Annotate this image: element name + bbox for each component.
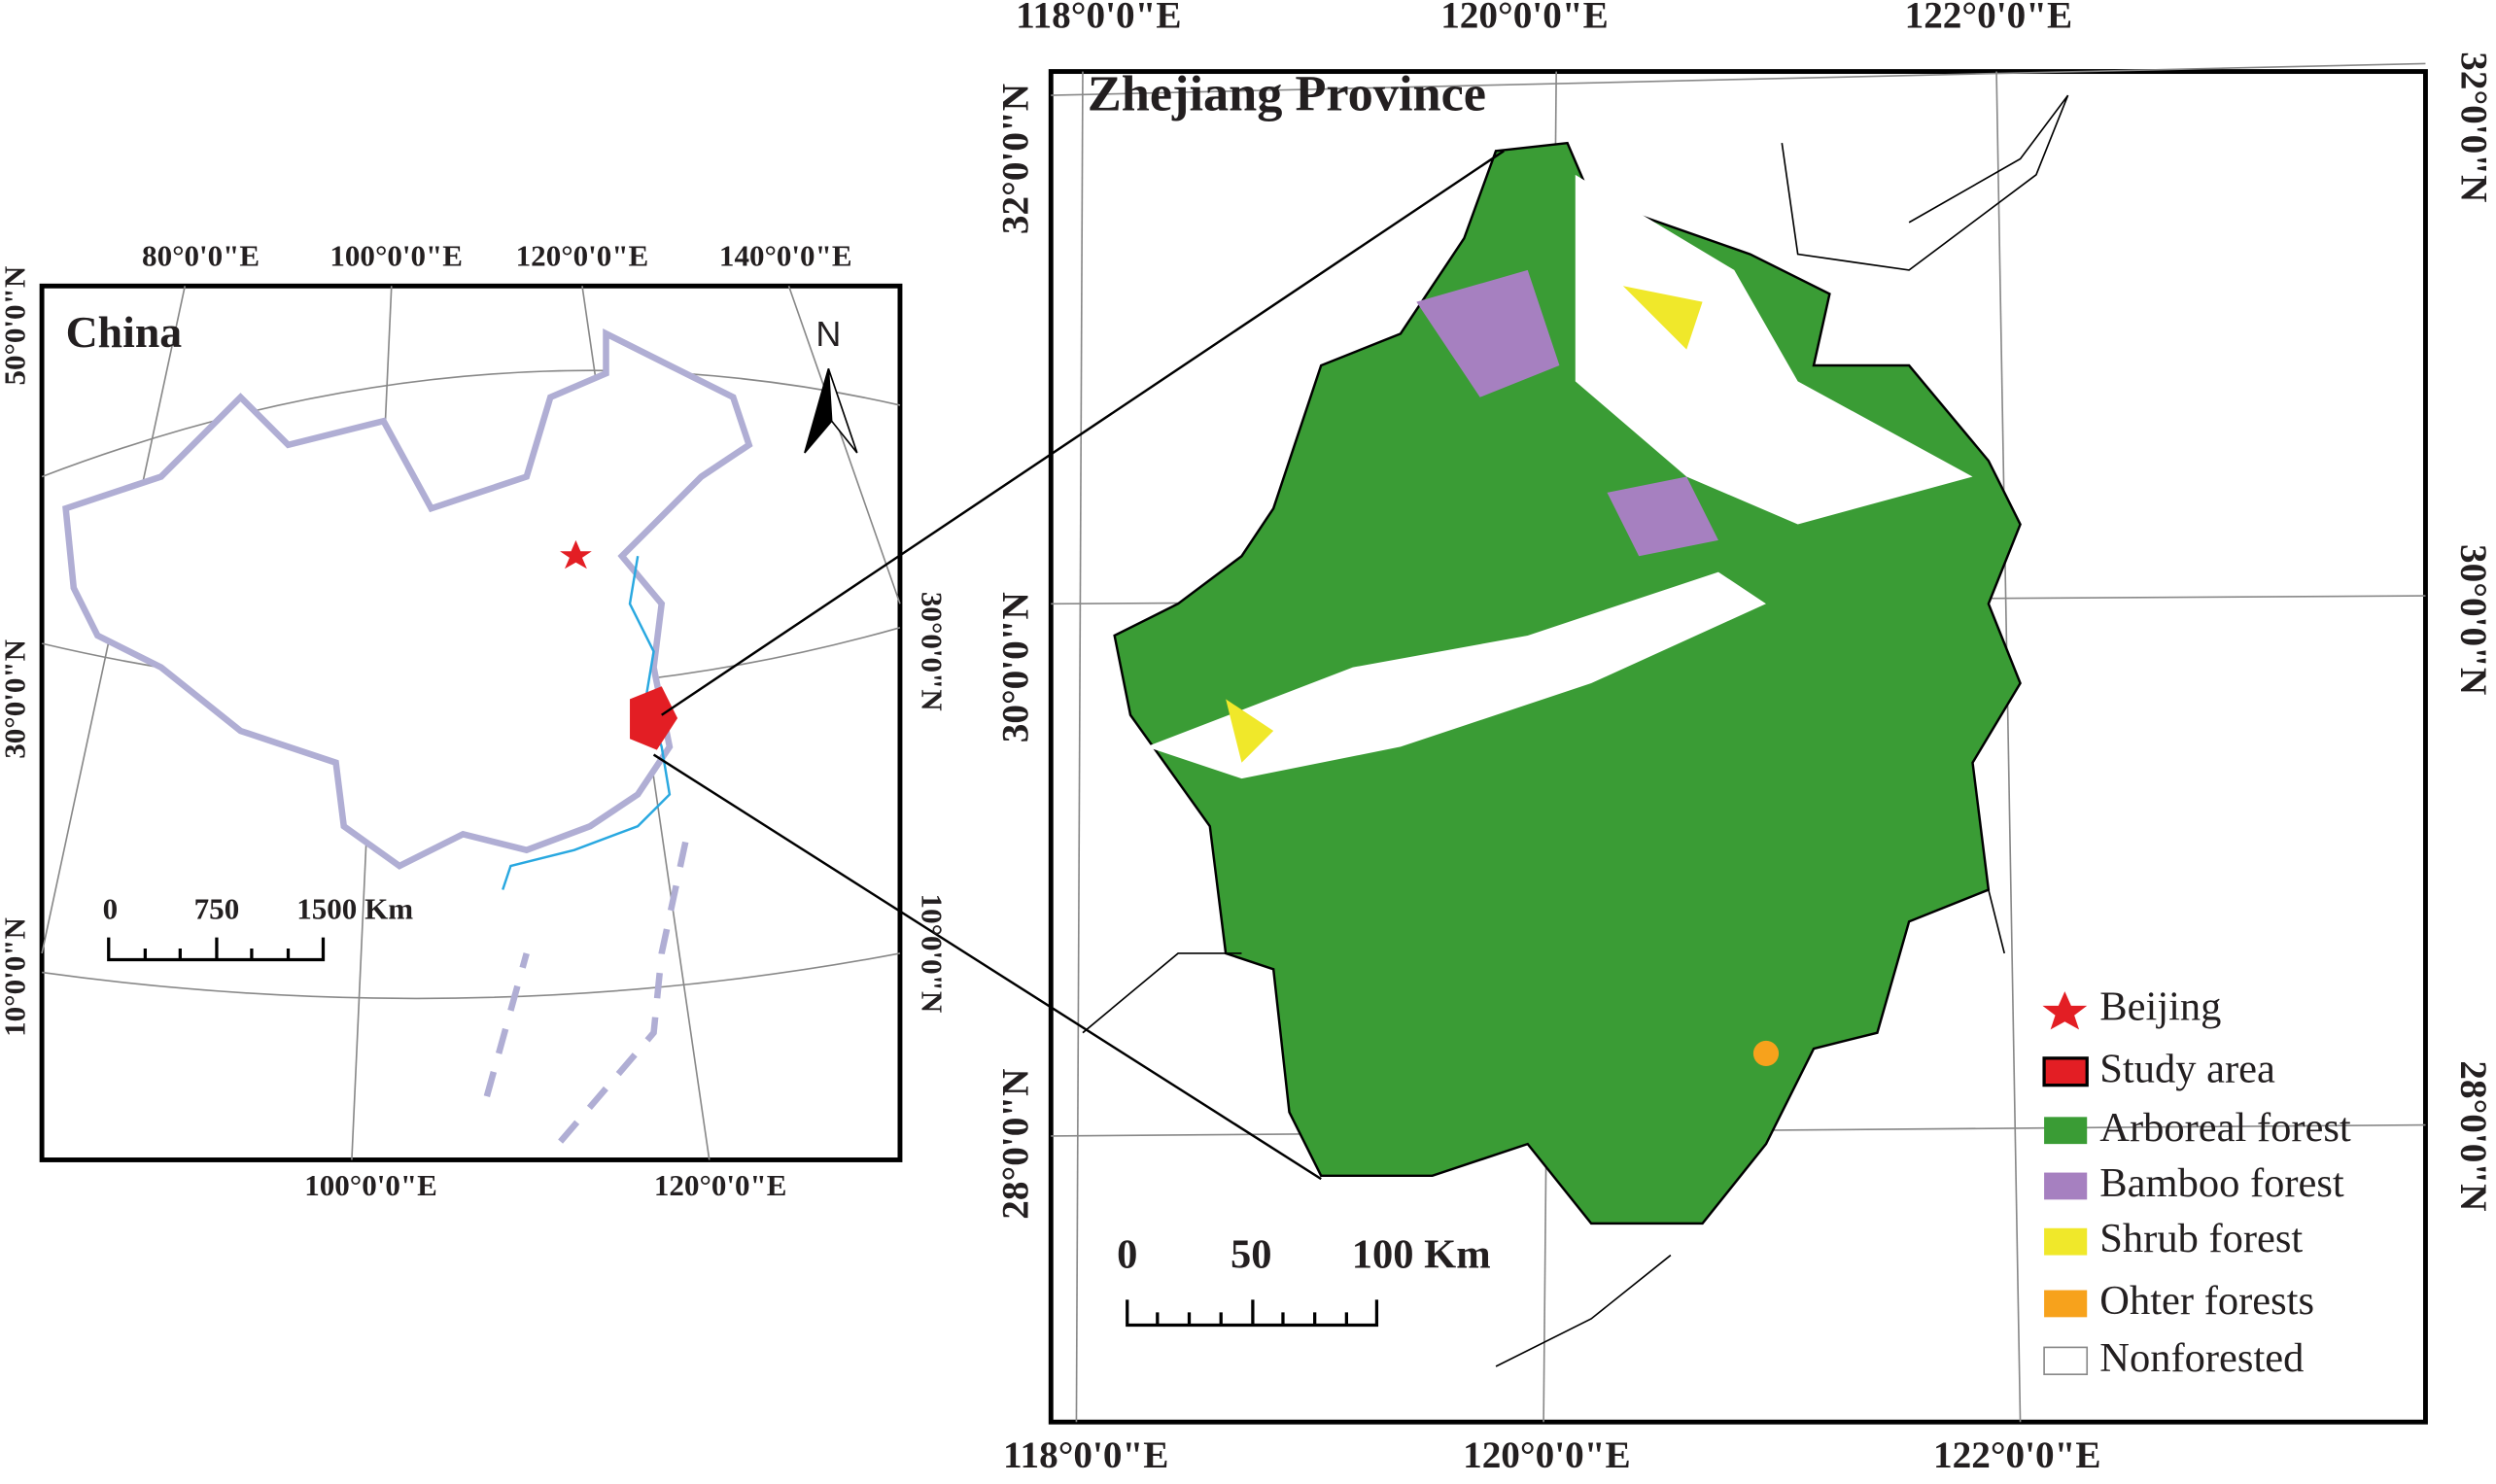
zoom-line xyxy=(661,150,1505,716)
legend-swatches xyxy=(2042,991,2089,1376)
longitude-label: 122°0'0"E xyxy=(1905,0,2073,37)
legend-label: Shrub forest xyxy=(2099,1216,2303,1261)
beijing-star xyxy=(560,539,592,569)
scale-label: 0 xyxy=(103,892,119,926)
scale-label: 1500 Km xyxy=(296,892,413,926)
north-arrow-half xyxy=(827,368,858,454)
inset-scale-bar xyxy=(107,937,326,962)
legend-label: Arboreal forest xyxy=(2099,1105,2351,1151)
boundaries xyxy=(1082,94,2069,1367)
legend-label: Ohter forests xyxy=(2099,1278,2314,1324)
latitude-label: 30°0'0"N xyxy=(2452,544,2494,695)
longitude-label: 140°0'0"E xyxy=(719,239,852,273)
legend-label: Bamboo forest xyxy=(2099,1160,2344,1206)
latitude-label: 30°0'0"N xyxy=(0,638,32,758)
latitude-label: 50°0'0"N xyxy=(0,265,32,385)
zoom-line xyxy=(652,753,1322,1181)
main-scale-bar xyxy=(1126,1299,1379,1328)
latitude-label: 10°0'0"N xyxy=(915,894,949,1014)
latitude-label: 32°0'0"N xyxy=(2452,52,2494,202)
maritime-boundary xyxy=(483,841,689,1147)
scale-label: 0 xyxy=(1117,1232,1137,1278)
longitude-label: 120°0'0"E xyxy=(654,1168,787,1202)
latitude-label: 32°0'0"N xyxy=(995,84,1037,234)
study-area-marker xyxy=(630,686,678,750)
land-cover-patches xyxy=(1146,174,1973,1067)
main-title: Zhejiang Province xyxy=(1088,65,1486,121)
coastline xyxy=(502,556,672,890)
latitude-label: 28°0'0"N xyxy=(995,1069,1037,1220)
latitude-label: 28°0'0"N xyxy=(2452,1060,2494,1211)
longitude-label: 120°0'0"E xyxy=(1463,1434,1631,1476)
longitude-label: 120°0'0"E xyxy=(1440,0,1609,37)
scale-label: 750 xyxy=(194,892,240,926)
scale-label: 50 xyxy=(1231,1232,1272,1278)
inset-title: China xyxy=(66,307,183,357)
legend-label: Nonforested xyxy=(2099,1335,2304,1381)
latitude-label: 10°0'0"N xyxy=(0,916,32,1036)
north-label: N xyxy=(815,314,841,354)
longitude-label: 118°0'0"E xyxy=(1016,0,1181,37)
latitude-label: 30°0'0"N xyxy=(915,592,949,711)
longitude-label: 100°0'0"E xyxy=(329,239,463,273)
legend-label: Beijing xyxy=(2099,984,2221,1030)
longitude-label: 80°0'0"E xyxy=(142,239,260,273)
legend-label: Study area xyxy=(2099,1046,2275,1091)
longitude-label: 120°0'0"E xyxy=(516,239,649,273)
longitude-label: 122°0'0"E xyxy=(1933,1434,2101,1476)
longitude-label: 100°0'0"E xyxy=(304,1168,437,1202)
scale-label: 100 Km xyxy=(1352,1232,1491,1278)
china-outline xyxy=(62,328,753,870)
longitude-label: 118°0'0"E xyxy=(1003,1434,1168,1476)
latitude-label: 30°0'0"N xyxy=(995,592,1037,742)
